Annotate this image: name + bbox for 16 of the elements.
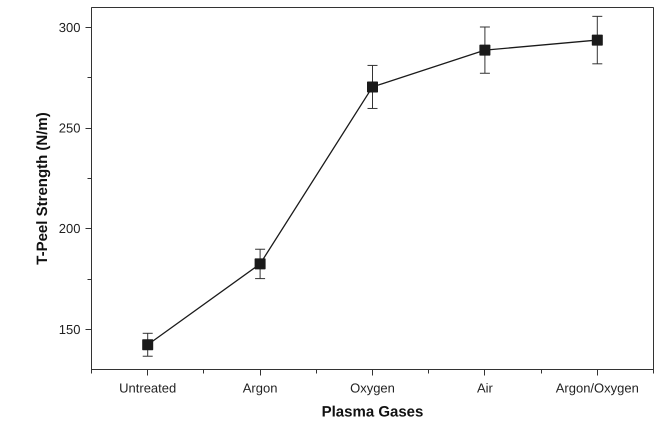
point bbox=[367, 81, 378, 92]
point bbox=[254, 258, 266, 270]
x-tick-label: Air bbox=[476, 380, 494, 396]
y-tick-label: 150 bbox=[58, 322, 81, 337]
y-tick-label: 200 bbox=[58, 221, 81, 236]
x-tick-label: Untreated bbox=[119, 380, 176, 396]
y-axis-title: T-Peel Strength (N/m) bbox=[34, 112, 51, 265]
point bbox=[479, 44, 490, 56]
x-tick-label: Argon/Oxygen bbox=[556, 380, 639, 396]
x-tick-label: Argon bbox=[242, 380, 278, 396]
x-tick-label: Oxygen bbox=[350, 380, 395, 396]
point bbox=[142, 339, 154, 350]
y-tick-label: 250 bbox=[58, 120, 81, 136]
x-axis-title: Plasma Gases bbox=[322, 404, 424, 420]
point bbox=[592, 34, 603, 46]
y-tick-label: 300 bbox=[58, 20, 81, 36]
